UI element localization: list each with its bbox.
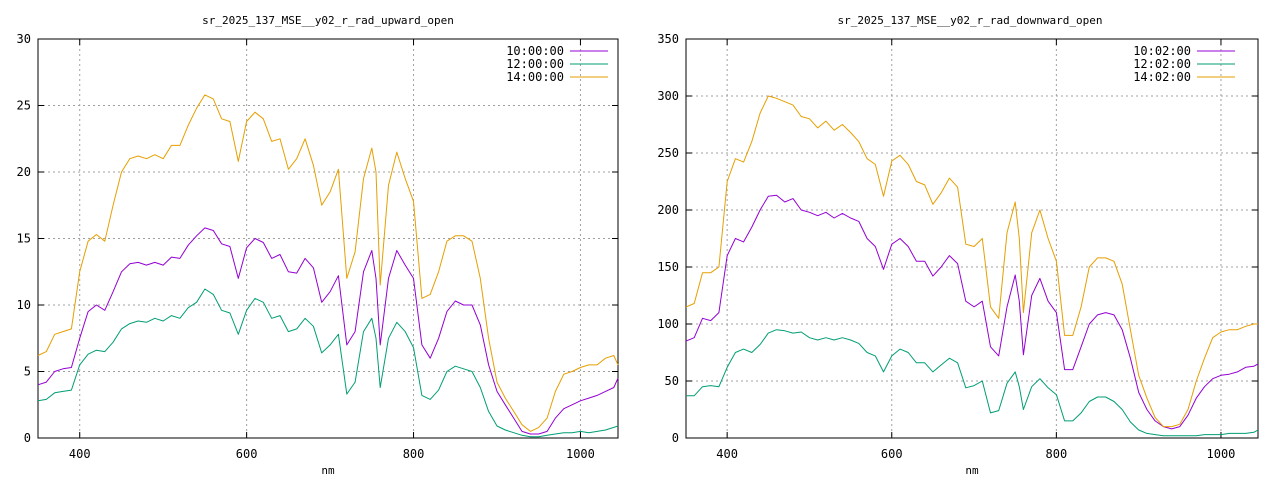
y-tick-label: 30 xyxy=(17,32,31,46)
series-line-3 xyxy=(37,94,619,432)
x-axis-label: nm xyxy=(965,464,979,477)
y-tick-label: 0 xyxy=(672,431,679,445)
plot-frame xyxy=(685,38,1259,439)
y-tick-label: 25 xyxy=(17,99,31,113)
legend-label: 12:00:00 xyxy=(506,57,564,71)
legend-label: 14:02:00 xyxy=(1133,70,1191,84)
chart-title: sr_2025_137_MSE__y02_r_rad_downward_open xyxy=(838,14,1103,27)
legend-label: 14:00:00 xyxy=(506,70,564,84)
y-tick-label: 10 xyxy=(17,298,31,312)
x-tick-label: 800 xyxy=(403,447,425,461)
y-tick-label: 0 xyxy=(24,431,31,445)
chart-panel-2: 0 50 100 150 200 250 300 350 400 600 800 1000 sr_202… xyxy=(657,14,1259,477)
y-tick-label: 150 xyxy=(657,260,679,274)
y-tick-label: 15 xyxy=(17,232,31,246)
x-tick-label: 400 xyxy=(716,447,738,461)
y-tick-label: 50 xyxy=(665,374,679,388)
series-line-2 xyxy=(686,329,1259,437)
y-tick-label: 100 xyxy=(657,317,679,331)
x-tick-label: 800 xyxy=(1046,447,1068,461)
x-tick-label: 600 xyxy=(236,447,258,461)
series-line-1 xyxy=(37,227,619,435)
x-axis-label: nm xyxy=(321,464,335,477)
legend-label: 10:02:00 xyxy=(1133,44,1191,58)
chart-panel-1: 0 5 10 15 20 25 30 400 600 800 1000 sr_2025_137_MSE… xyxy=(17,14,619,477)
series-line-1 xyxy=(685,194,1259,430)
x-tick-label: 600 xyxy=(881,447,903,461)
legend-label: 12:02:00 xyxy=(1133,57,1191,71)
x-tick-label: 1000 xyxy=(1207,447,1236,461)
x-tick-label: 1000 xyxy=(566,447,595,461)
series-line-3 xyxy=(685,95,1258,428)
y-tick-label: 5 xyxy=(24,365,31,379)
y-tick-label: 300 xyxy=(657,89,679,103)
y-tick-label: 250 xyxy=(657,146,679,160)
y-tick-label: 20 xyxy=(17,165,31,179)
legend-label: 10:00:00 xyxy=(506,44,564,58)
y-tick-label: 200 xyxy=(657,203,679,217)
x-tick-label: 400 xyxy=(69,447,91,461)
y-tick-label: 350 xyxy=(657,32,679,46)
series-line-2 xyxy=(37,288,619,438)
chart-title: sr_2025_137_MSE__y02_r_rad_upward_open xyxy=(202,14,454,27)
